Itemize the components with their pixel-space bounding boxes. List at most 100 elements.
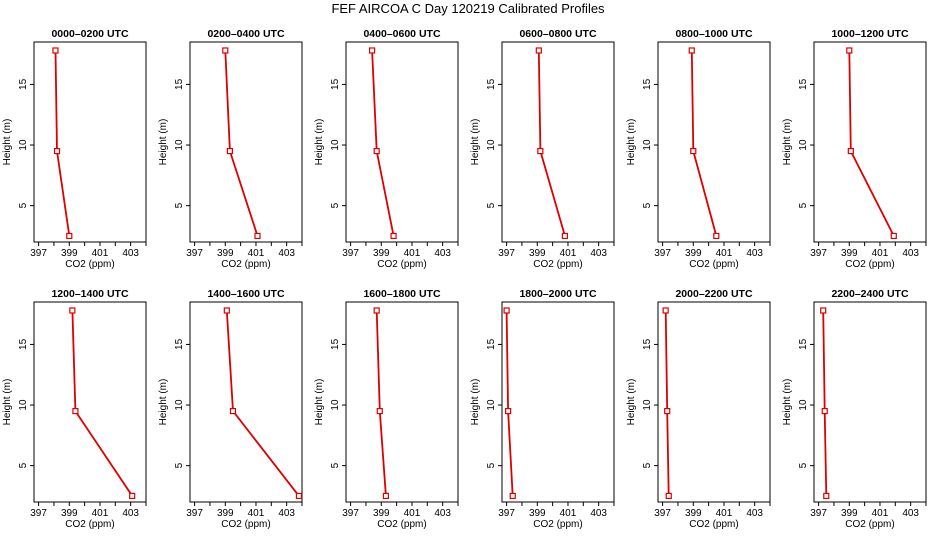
profile-panel: 0600–0800 UTC 397 399 401 403 5 10 15 CO2 (ppm) H… xyxy=(470,28,615,270)
x-tick-label: 399 xyxy=(529,248,546,259)
profile-panel: 0000–0200 UTC 397 399 401 403 5 10 15 CO2 (ppm) H… xyxy=(2,28,147,270)
data-point xyxy=(688,47,695,54)
x-axis-label: CO2 (ppm) xyxy=(533,259,582,270)
x-tick-label: 403 xyxy=(278,508,295,519)
y-axis-label: Height (m) xyxy=(782,119,793,166)
profile-line xyxy=(225,310,300,497)
x-tick-label: 397 xyxy=(342,508,359,519)
x-tick-label: 401 xyxy=(92,248,109,259)
y-tick-label: 15 xyxy=(330,78,341,90)
data-point xyxy=(226,147,233,155)
x-tick-label: 399 xyxy=(373,248,390,259)
data-point xyxy=(53,147,61,155)
plot-frame xyxy=(813,301,927,503)
panel-title: 0600–0800 UTC xyxy=(519,28,596,40)
x-tick-label: 397 xyxy=(654,508,671,519)
y-tick-label: 10 xyxy=(486,139,497,151)
x-axis-label: CO2 (ppm) xyxy=(221,519,270,530)
y-tick-label: 15 xyxy=(174,78,185,90)
x-axis-label: CO2 (ppm) xyxy=(65,259,114,270)
y-axis-label: Height (m) xyxy=(314,119,325,166)
x-tick-label: 401 xyxy=(716,248,733,259)
panel-title: 0400–0600 UTC xyxy=(363,28,440,40)
y-tick-label: 10 xyxy=(486,399,497,411)
x-tick-label: 403 xyxy=(122,248,139,259)
profile-line xyxy=(505,310,514,496)
x-tick-label: 401 xyxy=(248,508,265,519)
x-tick-label: 401 xyxy=(92,508,109,519)
data-point xyxy=(821,407,828,415)
y-tick-label: 10 xyxy=(798,399,809,411)
x-tick-label: 403 xyxy=(590,508,607,519)
plot-frame xyxy=(33,301,147,503)
x-tick-label: 403 xyxy=(902,248,919,259)
x-tick-label: 399 xyxy=(217,248,234,259)
x-tick-label: 401 xyxy=(716,508,733,519)
y-tick-label: 10 xyxy=(330,399,341,411)
profile-line xyxy=(54,50,71,237)
x-axis-label: CO2 (ppm) xyxy=(689,259,738,270)
panel-title: 1200–1400 UTC xyxy=(51,288,128,300)
x-tick-label: 399 xyxy=(685,508,702,519)
y-tick-label: 15 xyxy=(18,338,29,350)
data-point xyxy=(66,232,73,240)
x-tick-label: 397 xyxy=(498,248,515,259)
profile-line xyxy=(822,310,828,496)
panel-title: 2200–2400 UTC xyxy=(831,288,908,300)
y-axis-label: Height (m) xyxy=(2,119,13,166)
x-tick-label: 397 xyxy=(30,508,47,519)
y-tick-label: 5 xyxy=(174,462,185,468)
x-axis-label: CO2 (ppm) xyxy=(845,519,894,530)
x-tick-label: 401 xyxy=(872,508,889,519)
x-tick-label: 403 xyxy=(746,248,763,259)
x-tick-label: 397 xyxy=(498,508,515,519)
plot-frame xyxy=(33,41,147,243)
profile-line xyxy=(371,50,395,237)
x-tick-label: 403 xyxy=(122,508,139,519)
y-tick-label: 10 xyxy=(642,139,653,151)
y-axis-label: Height (m) xyxy=(2,379,13,426)
panel-grid: 0000–0200 UTC 397 399 401 403 5 10 15 CO2 (ppm) H… xyxy=(2,28,927,530)
data-point xyxy=(52,47,59,54)
data-point xyxy=(390,232,397,240)
x-tick-label: 401 xyxy=(404,508,421,519)
profile-panel: 0200–0400 UTC 397 399 401 403 5 10 15 CO2 (ppm) H… xyxy=(158,28,303,270)
plot-frame xyxy=(345,41,459,243)
x-axis-label: CO2 (ppm) xyxy=(689,519,738,530)
data-point xyxy=(368,47,376,54)
panel-title: 0800–1000 UTC xyxy=(675,28,752,40)
data-point xyxy=(222,47,229,54)
y-tick-label: 10 xyxy=(798,139,809,151)
y-tick-label: 10 xyxy=(18,399,29,411)
x-axis-label: CO2 (ppm) xyxy=(845,259,894,270)
plot-frame xyxy=(657,41,771,243)
x-tick-label: 397 xyxy=(186,248,203,259)
plot-frame xyxy=(657,301,771,503)
data-point xyxy=(503,307,510,314)
profile-line xyxy=(224,50,259,237)
data-point xyxy=(535,47,542,54)
y-tick-label: 5 xyxy=(174,202,185,208)
panel-title: 0000–0200 UTC xyxy=(51,28,128,40)
plot-frame xyxy=(345,301,459,503)
profile-panel: 0400–0600 UTC 397 399 401 403 5 10 15 CO2 (ppm) H… xyxy=(314,28,459,270)
profile-line xyxy=(537,50,566,237)
data-point xyxy=(662,307,669,314)
data-point xyxy=(664,407,671,415)
x-tick-label: 399 xyxy=(841,248,858,259)
profile-panel: 2000–2200 UTC 397 399 401 403 5 10 15 CO2 (ppm) H… xyxy=(626,288,771,530)
y-tick-label: 5 xyxy=(330,462,341,468)
data-point xyxy=(505,407,512,415)
panel-title: 1800–2000 UTC xyxy=(519,288,596,300)
x-tick-label: 401 xyxy=(560,248,577,259)
data-point xyxy=(537,147,544,155)
x-axis-label: CO2 (ppm) xyxy=(65,519,114,530)
profile-line xyxy=(375,310,387,496)
y-tick-label: 15 xyxy=(642,78,653,90)
x-tick-label: 397 xyxy=(654,248,671,259)
y-tick-label: 5 xyxy=(486,462,497,468)
x-tick-label: 399 xyxy=(217,508,234,519)
data-point xyxy=(295,492,303,500)
y-tick-label: 10 xyxy=(174,399,185,411)
data-point xyxy=(382,492,389,500)
